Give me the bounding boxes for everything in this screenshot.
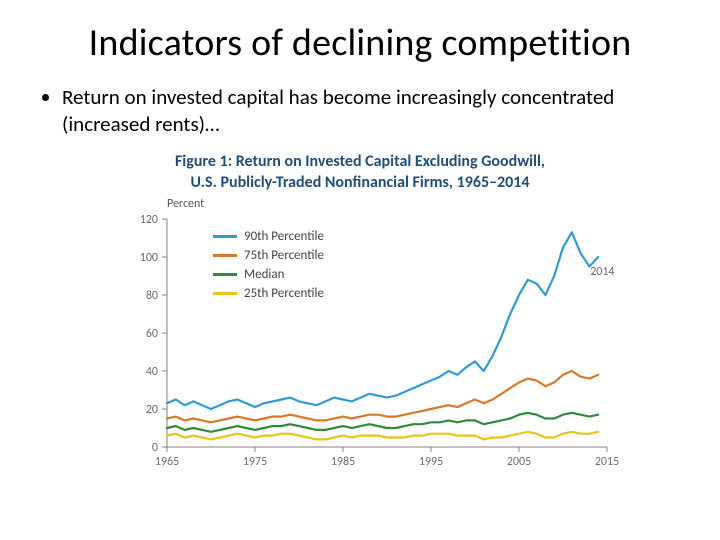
svg-text:0: 0: [152, 441, 158, 455]
svg-text:120: 120: [140, 213, 158, 227]
figure-title: Figure 1: Return on Invested Capital Exc…: [95, 152, 625, 194]
chart: 020406080100120196519751985199520052015 …: [95, 195, 625, 482]
legend-item: Median: [213, 265, 324, 284]
svg-text:100: 100: [140, 251, 158, 265]
legend-swatch: [213, 254, 237, 257]
legend-item: 90th Percentile: [213, 227, 324, 246]
bullet-list: Return on invested capital has become in…: [62, 84, 680, 138]
figure-title-line2: U.S. Publicly-Traded Nonfinancial Firms,…: [191, 173, 530, 192]
svg-text:1995: 1995: [419, 455, 443, 469]
series-end-label: 2014: [590, 265, 614, 279]
legend-label: Median: [244, 267, 284, 282]
svg-text:40: 40: [146, 365, 158, 379]
chart-svg: 0 20 40 60 80 100 120 1965 1975 1985 1995 2005 2015: [95, 195, 625, 482]
legend-swatch: [213, 235, 237, 238]
figure: Figure 1: Return on Invested Capital Exc…: [95, 152, 625, 483]
legend-swatch: [213, 292, 237, 295]
svg-text:1965: 1965: [155, 455, 179, 469]
svg-text:20: 20: [146, 403, 158, 417]
bullet-item: Return on invested capital has become in…: [62, 84, 622, 138]
legend-label: 75th Percentile: [244, 248, 324, 263]
slide-title: Indicators of declining competition: [40, 20, 680, 66]
legend-item: 25th Percentile: [213, 284, 324, 303]
svg-text:2015: 2015: [595, 455, 619, 469]
legend-label: 25th Percentile: [244, 286, 324, 301]
legend-item: 75th Percentile: [213, 246, 324, 265]
slide: Indicators of declining competition Retu…: [0, 0, 720, 492]
svg-text:60: 60: [146, 327, 158, 341]
legend-label: 90th Percentile: [244, 229, 324, 244]
legend: 90th Percentile 75th Percentile Median 25th…: [213, 227, 324, 303]
svg-text:80: 80: [146, 289, 158, 303]
figure-title-line1: Figure 1: Return on Invested Capital Exc…: [175, 152, 545, 171]
svg-text:1985: 1985: [331, 455, 355, 469]
svg-text:1975: 1975: [243, 455, 267, 469]
y-axis-title: Percent: [167, 197, 204, 211]
svg-text:2005: 2005: [507, 455, 531, 469]
legend-swatch: [213, 273, 237, 276]
